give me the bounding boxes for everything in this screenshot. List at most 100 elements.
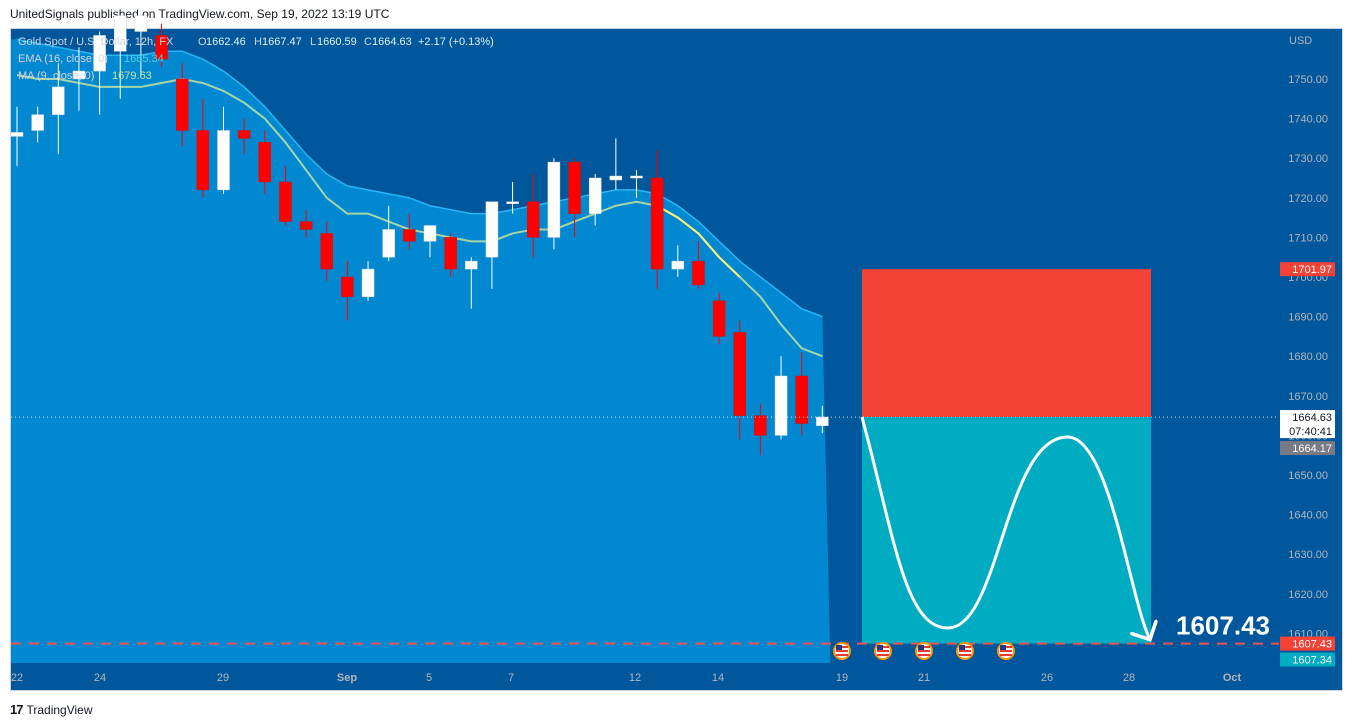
x-tick-label: 28 [1123, 672, 1135, 684]
x-tick-label: 19 [836, 672, 848, 684]
candle-body [733, 332, 746, 416]
publish-header: UnitedSignals published on TradingView.c… [10, 7, 390, 21]
candle-body [692, 260, 705, 286]
us-flag-event-icon[interactable] [956, 642, 974, 660]
entry-price-label-bg [1280, 410, 1335, 439]
legend-ma-value: 1679.63 [112, 70, 152, 82]
candle-body [630, 175, 643, 179]
y-tick-label: 1630.00 [1288, 549, 1328, 561]
y-tick-label: 1620.00 [1288, 589, 1328, 601]
y-tick-label: 1720.00 [1288, 193, 1328, 205]
candle-body [114, 15, 127, 52]
x-tick-label: 14 [712, 672, 724, 684]
target-label: 1607.43 [1176, 611, 1270, 641]
legend-close: 1664.63 [372, 36, 412, 48]
entry-price-label: 1664.63 [1292, 412, 1332, 424]
x-tick-label: 7 [508, 672, 514, 684]
candle-body [175, 78, 189, 131]
axis-background [1279, 29, 1342, 690]
legend-ma-label: MA (9, close, 0) [18, 70, 94, 82]
candle-body [774, 375, 788, 436]
candle-body [465, 260, 478, 270]
x-tick-label: 21 [918, 672, 930, 684]
legend-symbol: Gold Spot / U.S. Dollar, 12h, FX [18, 36, 174, 48]
legend-change: +2.17 (+0.13%) [418, 36, 494, 48]
us-flag-event-icon[interactable] [874, 642, 892, 660]
flag-canton [877, 645, 883, 650]
currency-label: USD [1289, 35, 1312, 47]
us-flag-event-icon[interactable] [833, 642, 851, 660]
candle-body [506, 201, 519, 205]
target-price-label: 1607.43 [1292, 639, 1332, 651]
candle-body [279, 181, 292, 222]
y-tick-label: 1650.00 [1288, 470, 1328, 482]
us-flag-event-icon[interactable] [915, 642, 933, 660]
candle-body [52, 86, 65, 115]
footer: 17 TradingView [10, 702, 93, 717]
x-tick-label: Oct [1223, 672, 1242, 684]
legend-high-label: H [254, 36, 262, 48]
candle-body [712, 300, 726, 337]
flag-stripe [877, 654, 889, 656]
flag-canton [959, 645, 965, 650]
x-tick-label: 22 [11, 672, 23, 684]
candle-body [196, 130, 210, 191]
legend-low: 1660.59 [317, 36, 357, 48]
legend-open: 1662.46 [206, 36, 246, 48]
candle-body [217, 130, 230, 191]
target-price-label-bg [1280, 636, 1335, 651]
x-tick-label: 26 [1041, 672, 1053, 684]
candle-body [134, 15, 148, 32]
ma-line-highlight [656, 204, 741, 278]
candle-body [816, 416, 829, 426]
flag-stripe [918, 650, 930, 652]
entry-time-label: 07:40:41 [1289, 426, 1332, 438]
y-tick-label: 1680.00 [1288, 351, 1328, 363]
take-profit-zone [862, 417, 1151, 644]
legend-open-label: O [198, 36, 207, 48]
ema-line [16, 38, 823, 318]
y-tick-label: 1710.00 [1288, 232, 1328, 244]
candle-body [485, 201, 499, 258]
x-tick-label: 24 [94, 672, 106, 684]
candle-body [72, 70, 86, 80]
x-tick-label: 5 [426, 672, 432, 684]
y-tick-label: 1750.00 [1288, 74, 1328, 86]
time-axis-background [11, 663, 1279, 690]
y-tick-label: 1670.00 [1288, 391, 1328, 403]
stop-price-label: 1701.97 [1292, 264, 1332, 276]
y-tick-label: 1690.00 [1288, 312, 1328, 324]
candle-body [444, 237, 457, 270]
projection-arrow [860, 416, 1150, 640]
us-flag-event-icon[interactable] [997, 642, 1015, 660]
candle-body [547, 161, 561, 238]
stop-price-label-bg [1280, 262, 1335, 277]
footer-brand: TradingView [26, 702, 93, 717]
flag-canton [836, 645, 842, 650]
candle-body [403, 229, 416, 242]
flag-stripe [1000, 654, 1012, 656]
flag-stripe [836, 650, 848, 652]
stop-loss-zone [862, 269, 1151, 418]
flag-stripe [836, 654, 848, 656]
candle-body [423, 225, 437, 242]
legend-ema-value: 1685.34 [124, 53, 164, 65]
flag-canton [1000, 645, 1006, 650]
legend-ema-label: EMA (16, close, 0) [18, 53, 108, 65]
candle-body [10, 132, 24, 137]
tradingview-logo-icon: 17 [10, 702, 24, 717]
candle-body [588, 177, 602, 214]
candle-body [237, 130, 251, 139]
flag-stripe [959, 650, 971, 652]
target-alt-price-label-bg [1280, 652, 1335, 667]
x-tick-label: 29 [217, 672, 229, 684]
legend-low-label: L [310, 36, 316, 48]
candle-body [609, 175, 623, 181]
bid-price-label: 1664.17 [1292, 443, 1332, 455]
candle-body [341, 276, 354, 298]
x-tick-label: 12 [629, 672, 641, 684]
candle-body [320, 233, 333, 270]
y-tick-label: 1740.00 [1288, 114, 1328, 126]
flag-canton [918, 645, 924, 650]
